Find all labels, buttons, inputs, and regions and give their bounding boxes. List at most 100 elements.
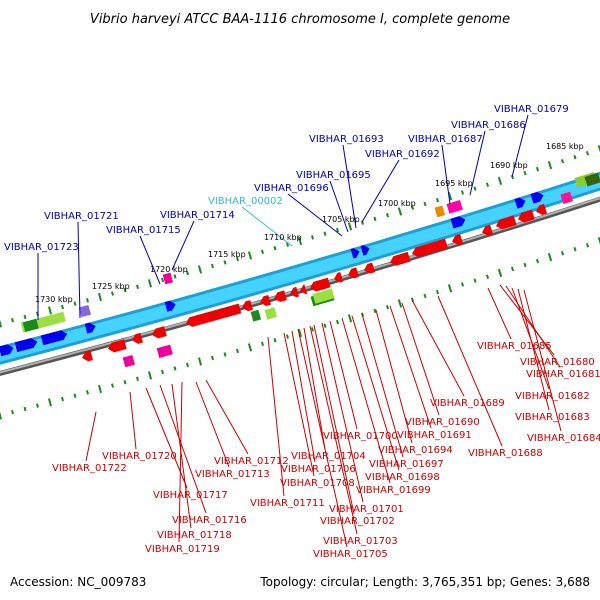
leader-line [303, 327, 326, 450]
reverse-gene-label[interactable]: VIBHAR_01680 [520, 357, 595, 368]
outer-tick [485, 182, 490, 187]
leader-line [342, 144, 357, 229]
kbp-label: 1710 kbp [264, 233, 302, 242]
forward-gene [350, 248, 360, 259]
leader-line [287, 193, 343, 237]
leader-line [291, 330, 316, 463]
reverse-gene [290, 286, 300, 298]
outer-tick [373, 216, 377, 222]
inner-tick [223, 352, 227, 357]
outer-tick [497, 176, 503, 185]
inner-tick [510, 266, 515, 272]
reverse-gene-label[interactable]: VIBHAR_01703 [323, 536, 398, 547]
inner-tick [161, 369, 164, 375]
forward-gene-label[interactable]: VIBHAR_01696 [254, 183, 329, 194]
reverse-gene-label[interactable]: VIBHAR_01697 [369, 459, 444, 470]
forward-gene-label[interactable]: VIBHAR_01693 [309, 134, 384, 145]
reverse-gene-label[interactable]: VIBHAR_01690 [405, 417, 480, 428]
reverse-gene-label[interactable]: VIBHAR_01718 [157, 530, 232, 541]
outer-tick [223, 260, 227, 265]
inner-tick [473, 278, 477, 283]
forward-gene-label[interactable]: VIBHAR_01686 [451, 120, 526, 131]
inner-tick [73, 393, 77, 398]
forward-gene-label[interactable]: VIBHAR_01721 [44, 211, 119, 222]
forward-gene [164, 300, 176, 312]
reverse-gene-label[interactable]: VIBHAR_01682 [515, 391, 590, 402]
forward-gene-label[interactable]: VIBHAR_01679 [494, 104, 569, 115]
forward-gene-label[interactable]: VIBHAR_01723 [4, 242, 79, 253]
reverse-gene-label[interactable]: VIBHAR_01699 [356, 485, 431, 496]
leader-line [171, 383, 192, 529]
inner-tick [547, 253, 553, 262]
outer-tick [410, 205, 415, 210]
inner-tick [173, 366, 177, 371]
reverse-gene-label[interactable]: VIBHAR_01683 [515, 412, 590, 423]
leader-line [267, 336, 285, 497]
forward-gene-label[interactable]: VIBHAR_01687 [408, 134, 483, 145]
reverse-gene [82, 350, 93, 362]
leader-line [499, 284, 555, 356]
reverse-gene-label[interactable]: VIBHAR_01722 [52, 463, 127, 474]
leader-line [195, 381, 230, 468]
reverse-gene-label[interactable]: VIBHAR_01684 [527, 433, 600, 444]
reverse-gene-label[interactable]: VIBHAR_01720 [102, 451, 177, 462]
outer-tick [260, 249, 265, 255]
inner-tick [385, 304, 390, 310]
forward-gene [14, 338, 38, 353]
reverse-gene [274, 290, 287, 302]
reverse-gene-label[interactable]: VIBHAR_01702 [320, 516, 395, 527]
outer-tick [73, 301, 77, 306]
reverse-gene-label[interactable]: VIBHAR_01705 [313, 549, 388, 560]
reverse-gene-label[interactable]: VIBHAR_01689 [430, 398, 505, 409]
forward-gene-label[interactable]: VIBHAR_01715 [106, 225, 181, 236]
reverse-gene-label[interactable]: VIBHAR_01698 [365, 472, 440, 483]
map-title: Vibrio harveyi ATCC BAA-1116 chromosome … [90, 12, 510, 27]
genome-summary: Topology: circular; Length: 3,765,351 bp… [259, 575, 590, 589]
reverse-gene [496, 215, 517, 230]
outer-tick [161, 277, 164, 283]
kbp-label: 1695 kbp [435, 179, 473, 188]
reverse-gene-label[interactable]: VIBHAR_01688 [468, 448, 543, 459]
forward-gene [0, 344, 14, 357]
outer-tick [123, 288, 127, 293]
outer-tick [435, 197, 440, 203]
outer-tick [48, 306, 52, 315]
outer-tick [573, 155, 577, 160]
forward-gene-label[interactable]: VIBHAR_01695 [296, 170, 371, 181]
reverse-gene-label[interactable]: VIBHAR_01711 [250, 498, 325, 509]
leader-line [297, 328, 348, 548]
leader-line [321, 322, 364, 503]
reverse-gene-label[interactable]: VIBHAR_01708 [280, 478, 355, 489]
leader-line [389, 305, 432, 429]
feature-block [78, 304, 91, 318]
reverse-gene-label[interactable]: VIBHAR_01704 [291, 451, 366, 462]
reverse-gene [390, 251, 411, 266]
reverse-gene [482, 224, 494, 236]
forward-gene-label[interactable]: VIBHAR_01714 [160, 210, 235, 221]
reverse-gene-label[interactable]: VIBHAR_01713 [195, 469, 270, 480]
reverse-gene-label[interactable]: VIBHAR_01700 [323, 431, 398, 442]
forward-gene-label[interactable]: VIBHAR_01692 [365, 149, 440, 160]
reverse-gene-label[interactable]: VIBHAR_01685 [477, 341, 552, 352]
outer-tick [185, 270, 190, 276]
outer-tick [523, 170, 527, 176]
reverse-gene-label[interactable]: VIBHAR_01694 [378, 445, 453, 456]
rna-label[interactable]: VIBHAR_00002 [208, 196, 283, 207]
reverse-gene-label[interactable]: VIBHAR_01706 [281, 464, 356, 475]
reverse-gene-label[interactable]: VIBHAR_01691 [397, 430, 472, 441]
reverse-gene-label[interactable]: VIBHAR_01716 [172, 515, 247, 526]
inner-tick [323, 323, 327, 328]
reverse-gene-label[interactable]: VIBHAR_01701 [329, 504, 404, 515]
leader-line [309, 325, 358, 535]
kbp-label: 1725 kbp [92, 282, 130, 291]
reverse-gene-label[interactable]: VIBHAR_01681 [526, 369, 600, 380]
outer-tick [423, 201, 427, 207]
leader-line [283, 332, 315, 477]
outer-tick [547, 161, 553, 170]
leader-line [511, 114, 529, 178]
reverse-gene-label[interactable]: VIBHAR_01719 [145, 544, 220, 555]
reverse-gene-label[interactable]: VIBHAR_01712 [214, 456, 289, 467]
leader-line [171, 220, 195, 271]
reverse-gene-label[interactable]: VIBHAR_01717 [153, 490, 228, 501]
